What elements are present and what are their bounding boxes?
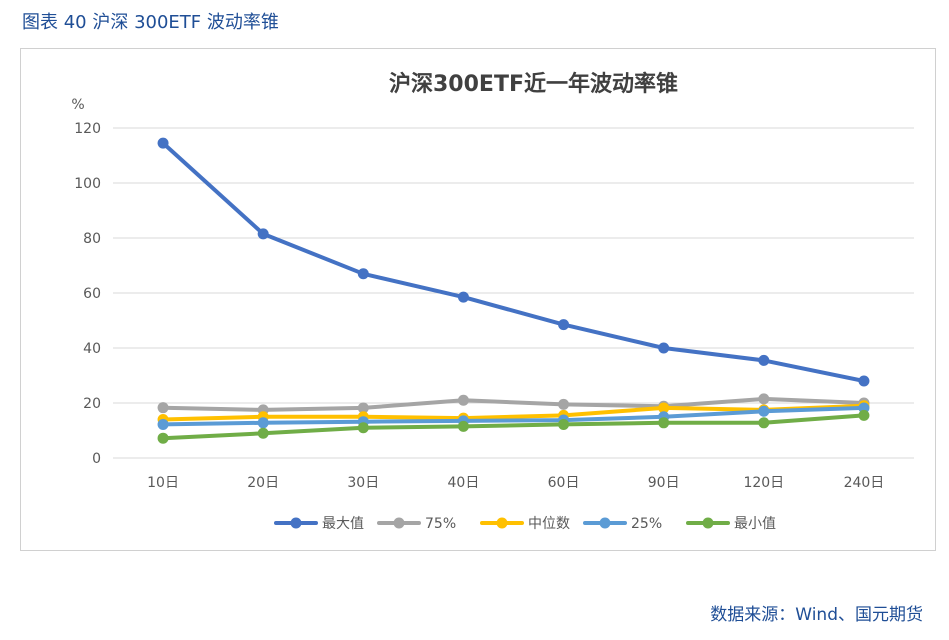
data-point-series-0: [858, 375, 870, 387]
data-point-series-3: [257, 417, 269, 429]
y-tick-label: 80: [83, 231, 101, 247]
x-tick-label: 30日: [347, 475, 379, 491]
data-point-series-4: [457, 420, 469, 432]
legend-label: 最小值: [734, 516, 776, 532]
legend-swatch-marker-2: [496, 517, 508, 529]
x-tick-label: 60日: [548, 475, 580, 491]
data-point-series-1: [357, 402, 369, 414]
y-tick-label: 40: [83, 341, 101, 357]
data-point-series-0: [658, 342, 670, 354]
data-point-series-1: [558, 398, 570, 410]
x-tick-label: 20日: [247, 475, 279, 491]
data-point-series-3: [157, 418, 169, 430]
y-tick-label: 20: [83, 396, 101, 412]
x-tick-label: 10日: [147, 475, 179, 491]
y-tick-label: 0: [92, 451, 101, 467]
data-point-series-3: [758, 405, 770, 417]
x-tick-label: 240日: [844, 475, 885, 491]
y-axis-unit-label: %: [71, 97, 84, 113]
data-point-series-4: [658, 417, 670, 429]
data-point-series-0: [457, 291, 469, 303]
legend-label: 中位数: [528, 516, 570, 532]
chart-title: 沪深300ETF近一年波动率锥: [389, 71, 678, 97]
data-point-series-0: [758, 354, 770, 366]
volatility-cone-chart: 沪深300ETF近一年波动率锥% 0 20 40 60 80 100 120 10日 20日 30日…: [71, 71, 914, 532]
legend-label: 最大值: [322, 516, 364, 532]
legend-swatch-marker-0: [290, 517, 302, 529]
series-line-0: [161, 141, 866, 383]
y-tick-label: 60: [83, 286, 101, 302]
series-line-1: [161, 396, 866, 412]
data-point-series-4: [157, 432, 169, 444]
legend-label: 75%: [425, 516, 456, 532]
data-point-series-4: [858, 409, 870, 421]
series-line-2: [161, 403, 866, 422]
data-point-series-4: [357, 422, 369, 434]
source-note: 数据来源：Wind、国元期货: [710, 605, 923, 625]
data-point-series-1: [457, 394, 469, 406]
data-point-series-1: [157, 402, 169, 414]
data-point-series-2: [658, 402, 670, 414]
legend-swatch-marker-4: [702, 517, 714, 529]
series-line-3: [161, 405, 866, 427]
data-point-series-0: [257, 228, 269, 240]
y-tick-label: 120: [74, 121, 101, 137]
data-point-series-4: [558, 418, 570, 430]
data-point-series-4: [257, 427, 269, 439]
series-line-4: [161, 413, 866, 441]
data-point-series-4: [758, 417, 770, 429]
legend-swatch-marker-1: [393, 517, 405, 529]
x-tick-label: 40日: [448, 475, 480, 491]
data-point-series-0: [357, 268, 369, 280]
x-tick-label: 120日: [743, 475, 784, 491]
data-point-series-0: [157, 137, 169, 149]
data-point-series-0: [558, 319, 570, 331]
figure-caption: 图表 40 沪深 300ETF 波动率锥: [22, 12, 279, 33]
y-tick-label: 100: [74, 176, 101, 192]
x-tick-label: 90日: [648, 475, 680, 491]
data-point-series-1: [758, 393, 770, 405]
legend-swatch-marker-3: [599, 517, 611, 529]
legend-label: 25%: [631, 516, 662, 532]
chart-frame: 沪深300ETF近一年波动率锥% 0 20 40 60 80 100 120 10日 20日 30日…: [20, 48, 936, 551]
